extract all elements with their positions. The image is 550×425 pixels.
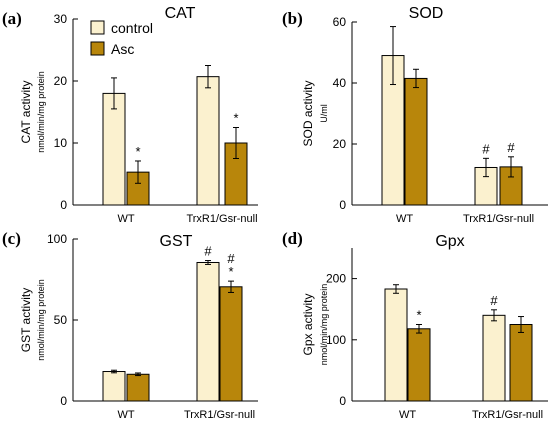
x-category-label: TrxR1/Gsr-null: [186, 213, 257, 225]
significance-mark: *: [135, 144, 140, 159]
significance-mark: *: [233, 111, 238, 126]
chart-title: Gpx: [435, 233, 464, 250]
chart-panel-4: (d) Gpx Gpx activity nmol/min/mg protein 0 10…: [282, 229, 548, 421]
y-tick-label: 0: [339, 394, 346, 408]
y-tick-label: 100: [47, 232, 67, 246]
y-axis-unit: nmol/min/mg protein: [36, 279, 46, 361]
panel-label: (a): [2, 9, 22, 28]
significance-mark: #: [227, 251, 235, 266]
y-tick-label: 0: [339, 198, 346, 212]
chart-title: CAT: [165, 5, 196, 22]
x-category-label: TrxR1/Gsr-null: [463, 213, 534, 225]
x-category-label: WT: [399, 409, 416, 421]
y-axis-unit: nmol/min/mg protein: [319, 284, 329, 366]
legend-swatch-asc: [90, 41, 105, 56]
bar-asc-1: [126, 373, 150, 402]
y-tick-label: 10: [54, 136, 68, 150]
x-category-label: TrxR1/Gsr-null: [472, 409, 543, 421]
bar-control-2: [196, 261, 220, 402]
panel-label: (c): [2, 229, 21, 248]
y-axis-unit: U/ml: [319, 104, 329, 123]
significance-mark: *: [228, 264, 233, 279]
chart-panel-1: (a) CAT CAT activity nmol/min/mg protein 0 10…: [2, 5, 258, 225]
chart-panel-3: (c) GST GST activity nmol/min/mg protein 0 50…: [2, 229, 258, 421]
bar-control-1: [102, 92, 126, 206]
chart-title: SOD: [409, 5, 444, 22]
y-tick-label: 60: [333, 15, 347, 29]
chart-title: GST: [160, 233, 193, 250]
bar-asc-1: [404, 77, 428, 206]
legend-label-control: control: [111, 20, 153, 36]
y-axis-label: SOD activity: [301, 80, 315, 146]
bar-control-1: [102, 371, 126, 402]
panel-label: (d): [282, 229, 303, 248]
y-tick-label: 200: [326, 272, 346, 286]
bar-asc-2: [509, 324, 533, 402]
legend-label-asc: Asc: [111, 41, 134, 57]
x-category-label: TrxR1/Gsr-null: [184, 409, 255, 421]
y-tick-label: 40: [333, 76, 347, 90]
y-axis-label: GST activity: [19, 288, 33, 352]
bar-control-2: [482, 314, 506, 402]
x-category-label: WT: [117, 409, 134, 421]
legend: control Asc: [90, 20, 153, 57]
bar-asc-1: [407, 328, 431, 402]
bar-control-2: [196, 76, 220, 206]
significance-mark: *: [416, 308, 421, 323]
bar-asc-2: [219, 286, 243, 402]
y-tick-label: 0: [60, 198, 67, 212]
significance-mark: #: [482, 141, 490, 156]
y-tick-label: 0: [60, 394, 67, 408]
panel-label: (b): [282, 9, 303, 28]
y-tick-label: 100: [326, 333, 346, 347]
chart-panel-2: (b) SOD SOD activity U/ml 0 20 40 60 WT TrxR1/Gsr…: [282, 5, 548, 225]
y-tick-label: 20: [54, 74, 68, 88]
y-axis-unit: nmol/min/mg protein: [36, 71, 46, 153]
y-tick-label: 50: [54, 313, 68, 327]
significance-mark: #: [204, 244, 212, 259]
legend-swatch-control: [90, 20, 105, 35]
y-tick-label: 20: [333, 137, 347, 151]
y-axis-label: Gpx activity: [301, 293, 315, 355]
y-axis-label: CAT activity: [19, 81, 33, 144]
significance-mark: #: [507, 140, 515, 155]
x-category-label: WT: [117, 213, 134, 225]
bar-control-1: [384, 288, 408, 402]
y-tick-label: 30: [54, 12, 68, 26]
x-category-label: WT: [396, 213, 413, 225]
significance-mark: #: [490, 293, 498, 308]
